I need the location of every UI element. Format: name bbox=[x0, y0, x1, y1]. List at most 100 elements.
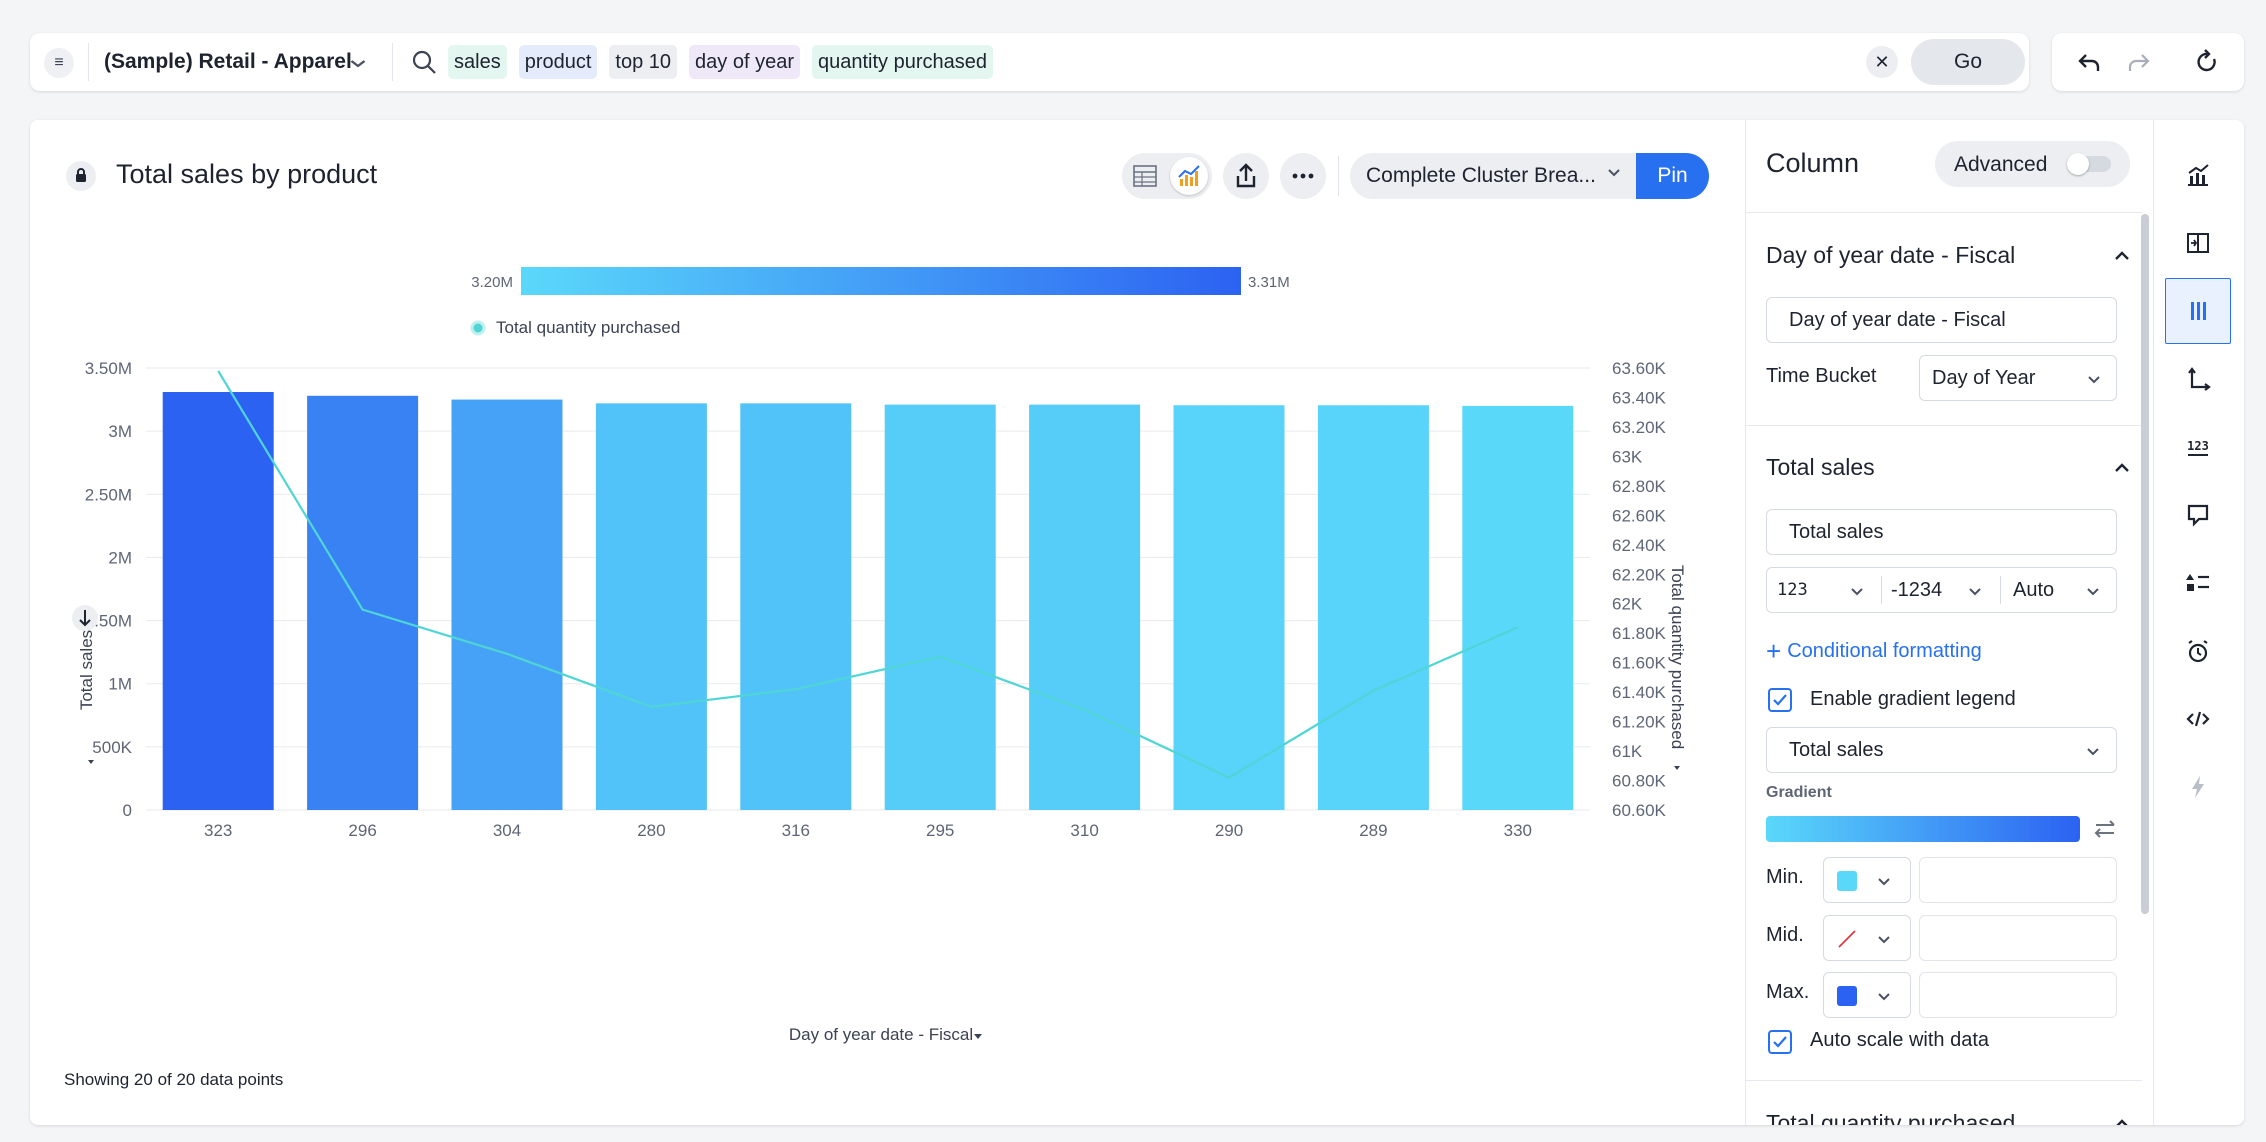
spotiq-bolt-icon[interactable] bbox=[2165, 754, 2231, 820]
chevron-down-icon bbox=[1878, 936, 1890, 944]
search-token[interactable]: product bbox=[518, 45, 598, 79]
number-format-icon[interactable]: 123 bbox=[1777, 580, 1808, 600]
gradient-preview bbox=[1766, 816, 2080, 842]
y-tick-label: 3M bbox=[108, 422, 132, 441]
max-color-select[interactable] bbox=[1823, 972, 1911, 1018]
undo-redo-bar bbox=[2052, 33, 2244, 91]
bar[interactable] bbox=[307, 395, 419, 810]
bar[interactable] bbox=[451, 399, 563, 810]
bar[interactable] bbox=[1317, 405, 1429, 810]
panel-title: Column bbox=[1766, 148, 1860, 178]
chevron-down-icon[interactable] bbox=[2085, 583, 2101, 599]
auto-scale-label: Auto scale with data bbox=[1810, 1029, 1989, 1051]
min-value-input[interactable] bbox=[1919, 857, 2117, 903]
y2-tick-label: 61.60K bbox=[1612, 654, 1667, 673]
go-button[interactable]: Go bbox=[1911, 39, 2025, 85]
clear-search-button[interactable]: ✕ bbox=[1866, 46, 1898, 78]
menu-icon[interactable]: ≡ bbox=[44, 48, 74, 78]
advanced-switch[interactable] bbox=[2067, 153, 2111, 175]
negative-format-select[interactable]: -1234 bbox=[1891, 579, 1943, 601]
chevron-down-icon[interactable] bbox=[1849, 583, 1865, 599]
y2-tick-label: 60.80K bbox=[1612, 772, 1667, 791]
more-options-button[interactable] bbox=[1280, 153, 1326, 199]
bar[interactable] bbox=[740, 403, 852, 810]
chevron-down-icon[interactable] bbox=[1967, 583, 1983, 599]
section-title-day-of-year[interactable]: Day of year date - Fiscal bbox=[1766, 242, 2016, 268]
units-select[interactable]: Auto bbox=[2013, 579, 2055, 601]
embed-code-icon[interactable] bbox=[2165, 686, 2231, 752]
chart-view-icon[interactable] bbox=[1170, 157, 1208, 195]
bar[interactable] bbox=[884, 404, 996, 810]
mid-color-select[interactable] bbox=[1823, 915, 1911, 961]
gradient-column-select[interactable]: Total sales bbox=[1766, 727, 2117, 773]
line-series[interactable] bbox=[217, 370, 1519, 779]
search-token[interactable]: day of year bbox=[689, 45, 800, 79]
columns-icon[interactable] bbox=[2165, 278, 2231, 344]
svg-text:123: 123 bbox=[2187, 439, 2209, 453]
liveboard-select[interactable]: Complete Cluster Brea... bbox=[1350, 153, 1636, 199]
time-bucket-select[interactable]: Day of Year bbox=[1919, 355, 2117, 401]
conditional-formatting-link[interactable]: + Conditional formatting bbox=[1766, 636, 1982, 666]
tooltip-icon[interactable] bbox=[2165, 482, 2231, 548]
x-tick-label: 280 bbox=[637, 821, 665, 840]
max-value-input[interactable] bbox=[1919, 972, 2117, 1018]
search-token[interactable]: top 10 bbox=[609, 45, 678, 79]
swap-columns-icon[interactable] bbox=[2165, 210, 2231, 276]
table-view-icon[interactable] bbox=[1132, 163, 1158, 189]
chevron-up-icon[interactable] bbox=[2112, 1114, 2132, 1125]
y2-tick-label: 61.20K bbox=[1612, 713, 1667, 732]
axes-icon[interactable] bbox=[2165, 346, 2231, 412]
redo-icon[interactable] bbox=[2124, 47, 2154, 77]
legend-item[interactable]: Total quantity purchased bbox=[496, 318, 680, 337]
divider bbox=[1746, 212, 2142, 213]
legend-list-icon[interactable] bbox=[2165, 550, 2231, 616]
chevron-up-icon[interactable] bbox=[2112, 458, 2132, 478]
chevron-up-icon[interactable] bbox=[2112, 246, 2132, 266]
number-format-icon[interactable]: 123 bbox=[2165, 414, 2231, 480]
chart-type-icon[interactable] bbox=[2165, 142, 2231, 208]
alert-clock-icon[interactable] bbox=[2165, 618, 2231, 684]
y-tick-label: 2.50M bbox=[85, 485, 132, 504]
mid-value-input[interactable] bbox=[1919, 915, 2117, 961]
bar[interactable] bbox=[1029, 404, 1141, 810]
search-token[interactable]: sales bbox=[448, 45, 507, 79]
auto-scale-checkbox[interactable] bbox=[1768, 1030, 1792, 1054]
y2-tick-label: 63.20K bbox=[1612, 418, 1667, 437]
undo-icon[interactable] bbox=[2074, 47, 2104, 77]
y2-tick-label: 62.40K bbox=[1612, 536, 1667, 555]
number-format-group: 123 -1234 Auto bbox=[1766, 567, 2117, 613]
y2-axis-title[interactable]: Total quantity purchased bbox=[1668, 565, 1687, 749]
gradient-legend-checkbox[interactable] bbox=[1768, 688, 1792, 712]
swap-icon[interactable] bbox=[2092, 816, 2118, 842]
section-title-total-quantity[interactable]: Total quantity purchased bbox=[1766, 1110, 2016, 1125]
chevron-down-icon[interactable] bbox=[348, 55, 369, 71]
min-color-select[interactable] bbox=[1823, 857, 1911, 903]
y2-tick-label: 61.40K bbox=[1612, 683, 1667, 702]
pin-button[interactable]: Pin bbox=[1636, 153, 1709, 199]
advanced-toggle[interactable]: Advanced bbox=[1935, 141, 2130, 187]
data-source-name[interactable]: (Sample) Retail - Apparel bbox=[104, 50, 352, 73]
x-axis-title[interactable]: Day of year date - Fiscal bbox=[789, 1025, 973, 1044]
column-name-field[interactable]: Total sales bbox=[1766, 509, 2117, 555]
chevron-down-icon[interactable] bbox=[1606, 164, 1622, 180]
x-tick-label: 323 bbox=[204, 821, 232, 840]
bar[interactable] bbox=[1462, 405, 1574, 810]
answer-title[interactable]: Total sales by product bbox=[116, 159, 378, 189]
bar[interactable] bbox=[595, 403, 707, 810]
lock-icon[interactable] bbox=[66, 161, 96, 191]
max-label: Max. bbox=[1766, 981, 1810, 1003]
share-button[interactable] bbox=[1223, 153, 1269, 199]
view-toggle bbox=[1122, 153, 1212, 199]
section-title-total-sales[interactable]: Total sales bbox=[1766, 454, 1875, 480]
y-axis-title[interactable]: Total sales bbox=[77, 630, 96, 710]
panel-scrollbar[interactable] bbox=[2141, 214, 2149, 914]
min-label: Min. bbox=[1766, 866, 1804, 888]
y2-tick-label: 63.60K bbox=[1612, 359, 1667, 378]
bar[interactable] bbox=[162, 391, 274, 810]
reset-icon[interactable] bbox=[2192, 47, 2222, 77]
gradient-legend-label: Enable gradient legend bbox=[1810, 688, 2016, 710]
y-tick-label: 3.50M bbox=[85, 359, 132, 378]
search-token[interactable]: quantity purchased bbox=[811, 45, 993, 79]
column-name-field[interactable]: Day of year date - Fiscal bbox=[1766, 297, 2117, 343]
bar[interactable] bbox=[1173, 405, 1285, 810]
